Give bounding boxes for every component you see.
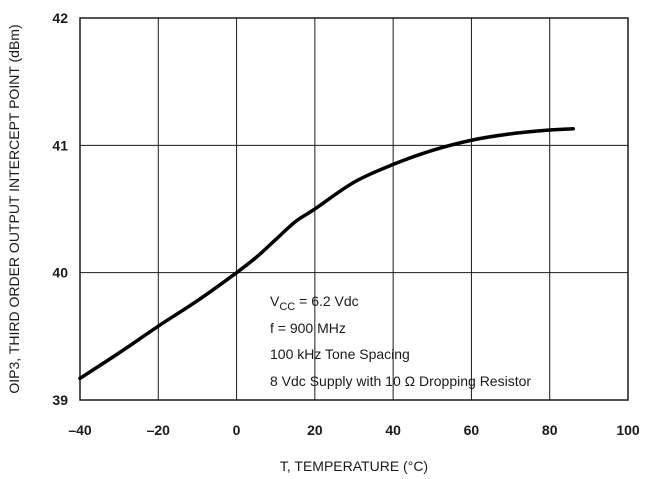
x-tick-label: –40: [68, 422, 92, 438]
y-tick-label: 40: [52, 265, 68, 281]
series-line: [78, 127, 575, 381]
x-tick-label: 60: [464, 422, 480, 438]
annotation-vcc: VCC = 6.2 Vdc: [270, 293, 359, 313]
x-tick-label: 100: [616, 422, 640, 438]
annotation-vcc-sub: CC: [279, 301, 295, 313]
y-tick-label: 41: [52, 137, 68, 153]
x-tick-label: 40: [385, 422, 401, 438]
x-tick-label: 20: [307, 422, 323, 438]
grid: [80, 18, 628, 400]
y-tick-label: 39: [52, 392, 68, 408]
x-axis-title: T, TEMPERATURE (°C): [280, 458, 428, 474]
annotation-block: VCC = 6.2 Vdc f = 900 MHz 100 kHz Tone S…: [270, 293, 531, 389]
x-tick-label: 0: [233, 422, 241, 438]
plot-frame: [79, 17, 629, 401]
annotation-vcc-main: V: [270, 293, 280, 309]
annotation-tone-spacing: 100 kHz Tone Spacing: [270, 346, 410, 362]
y-axis-title: OIP3, THIRD ORDER OUTPUT INTERCEPT POINT…: [6, 24, 22, 393]
x-tick-label: –20: [147, 422, 171, 438]
annotation-frequency: f = 900 MHz: [270, 320, 346, 336]
x-tick-label: 80: [542, 422, 558, 438]
annotation-vcc-rest: = 6.2 Vdc: [295, 293, 358, 309]
y-tick-labels: 39 40 41 42: [52, 10, 68, 408]
x-tick-labels: –40 –20 0 20 40 60 80 100: [68, 422, 640, 438]
y-tick-label: 42: [52, 10, 68, 26]
annotation-supply: 8 Vdc Supply with 10 Ω Dropping Resistor: [270, 373, 531, 389]
